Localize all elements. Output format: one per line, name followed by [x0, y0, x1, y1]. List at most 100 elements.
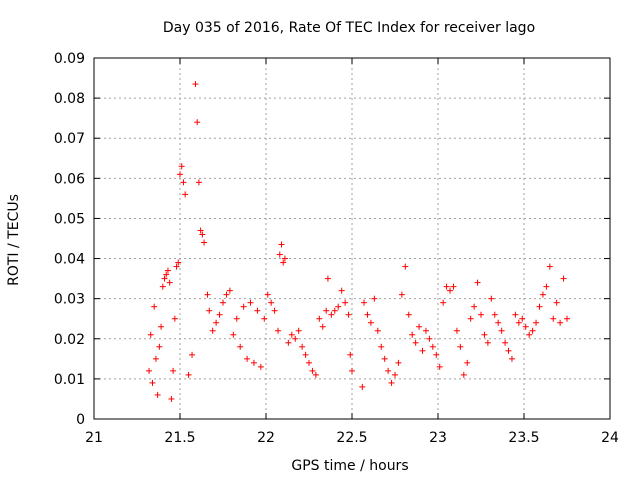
data-point	[171, 315, 178, 322]
data-point	[288, 331, 295, 338]
data-point	[474, 279, 481, 286]
data-point	[453, 327, 460, 334]
data-point	[280, 259, 287, 266]
y-tick-label: 0.06	[54, 171, 85, 187]
data-point	[168, 395, 175, 402]
data-point	[223, 291, 230, 298]
data-point	[464, 359, 471, 366]
data-point	[271, 307, 278, 314]
data-point	[557, 319, 564, 326]
data-points	[146, 81, 570, 402]
data-point	[173, 263, 180, 270]
y-tick-label: 0.05	[54, 211, 85, 227]
data-point	[364, 311, 371, 318]
data-point	[220, 299, 226, 306]
data-point	[440, 299, 447, 306]
y-tick-label: 0.09	[54, 51, 85, 67]
data-point	[194, 119, 201, 126]
data-point	[338, 287, 345, 294]
data-point	[359, 383, 366, 390]
x-tick-label: 21	[85, 430, 103, 446]
data-point	[526, 331, 533, 338]
data-point	[450, 283, 457, 290]
data-point	[295, 327, 302, 334]
data-point	[550, 315, 557, 322]
data-point	[204, 291, 211, 298]
data-point	[192, 81, 199, 88]
data-point	[152, 355, 159, 362]
data-point	[156, 343, 163, 350]
data-point	[553, 299, 560, 306]
data-point	[180, 179, 187, 186]
data-point	[154, 391, 161, 398]
data-point	[226, 287, 233, 294]
data-point	[257, 363, 264, 370]
y-tick-label: 0.04	[54, 252, 85, 268]
data-point	[177, 171, 183, 178]
data-point	[402, 263, 409, 270]
data-point	[299, 343, 306, 350]
data-point	[478, 311, 484, 318]
data-point	[484, 339, 491, 346]
data-point	[564, 315, 570, 322]
data-point	[481, 331, 488, 338]
data-point	[216, 311, 223, 318]
data-point	[281, 255, 288, 262]
data-point	[488, 295, 495, 302]
x-tick-label: 22.5	[336, 430, 367, 446]
data-point	[323, 307, 330, 314]
data-point	[378, 343, 385, 350]
data-point	[388, 379, 395, 386]
data-point	[331, 307, 338, 314]
y-tick-label: 0.07	[54, 131, 85, 147]
data-point	[342, 299, 349, 306]
data-point	[161, 275, 168, 282]
data-point	[539, 291, 546, 298]
data-point	[233, 315, 240, 322]
axes: 21 21.5 22 22.5 23 23.5 24 0 0.01 0.02 0.03 0.04 0.0…	[54, 51, 619, 446]
data-point	[398, 291, 405, 298]
data-point	[166, 279, 173, 286]
y-tick-label: 0.08	[54, 91, 85, 107]
data-point	[522, 323, 529, 330]
x-tick-label: 23.5	[508, 430, 539, 446]
data-point	[276, 251, 283, 258]
data-point	[158, 323, 165, 330]
data-point	[371, 295, 378, 302]
y-tick-label: 0.02	[54, 332, 85, 348]
data-point	[309, 367, 316, 374]
data-point	[306, 359, 312, 366]
data-point	[543, 283, 550, 290]
data-point	[178, 163, 185, 170]
chart-title: Day 035 of 2016, Rate Of TEC Index for r…	[163, 20, 535, 36]
data-point	[302, 351, 309, 358]
data-point	[195, 179, 202, 186]
data-point	[546, 263, 553, 270]
data-point	[460, 371, 467, 378]
data-point	[347, 351, 354, 358]
data-point	[416, 323, 423, 330]
data-point	[264, 291, 271, 298]
x-axis-label: GPS time / hours	[291, 458, 408, 474]
y-tick-label: 0	[76, 412, 85, 428]
data-point	[385, 367, 392, 374]
data-point	[275, 327, 282, 334]
data-point	[164, 267, 171, 274]
data-point	[560, 275, 567, 282]
data-point	[491, 311, 498, 318]
data-point	[419, 347, 426, 354]
data-point	[426, 335, 433, 342]
data-point	[197, 227, 204, 234]
data-point	[512, 311, 519, 318]
data-point	[498, 327, 505, 334]
data-point	[278, 241, 285, 248]
data-point	[457, 343, 464, 350]
data-point	[237, 343, 244, 350]
data-point	[436, 363, 443, 370]
data-point	[170, 367, 177, 374]
data-point	[515, 319, 522, 326]
data-point	[349, 367, 355, 374]
data-point	[185, 371, 192, 378]
x-tick-label: 22	[257, 430, 275, 446]
